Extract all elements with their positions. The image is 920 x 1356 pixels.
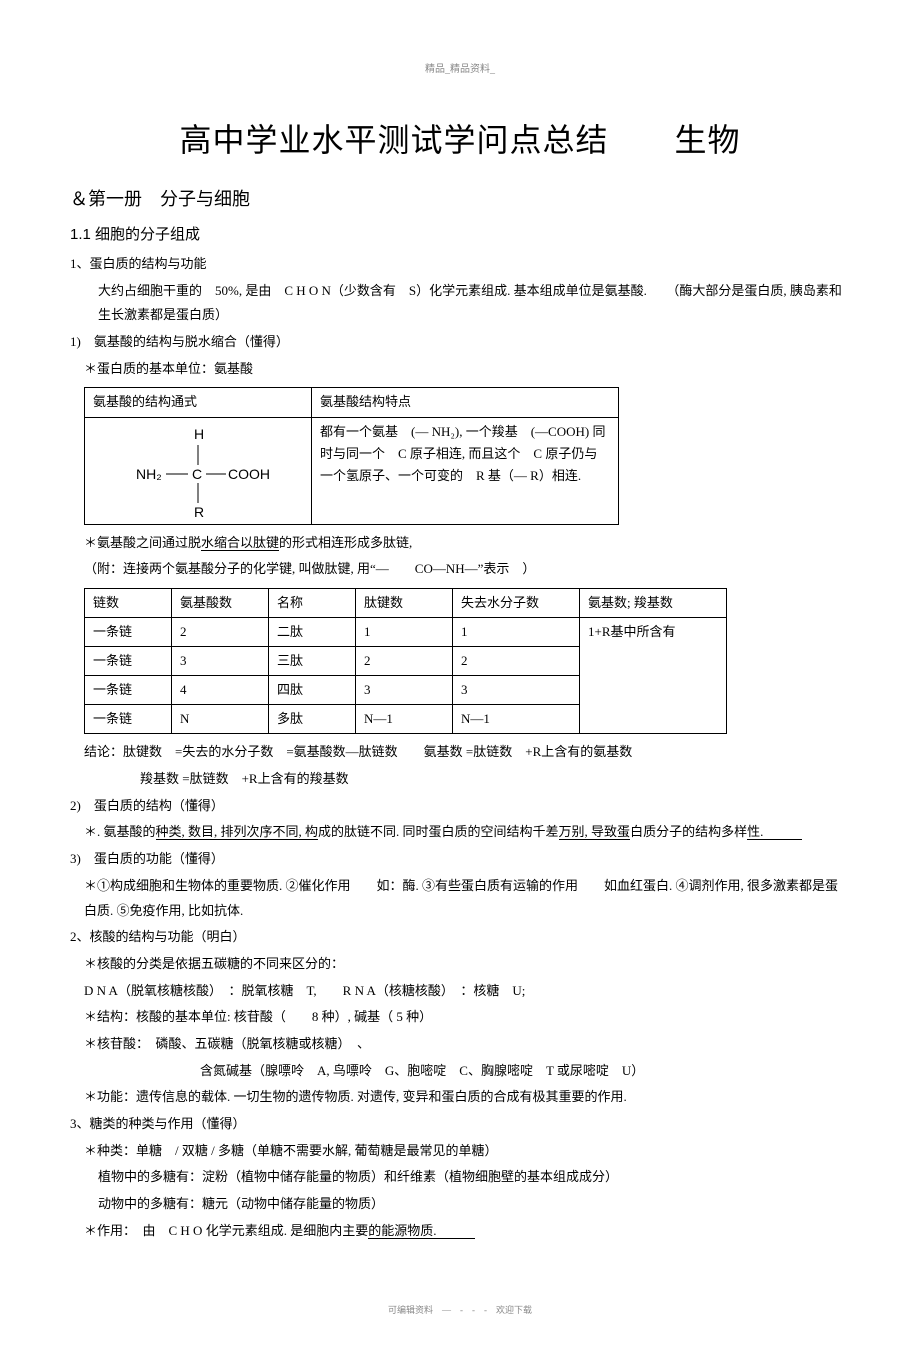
paragraph: ＊作用： 由 C H O 化学元素组成. 是细胞内主要的能源物质.: [70, 1219, 850, 1244]
paragraph: （附：连接两个氨基酸分子的化学键, 叫做肽键, 用“— CO—NH—”表示 ）: [70, 557, 850, 582]
table-cell: 一条链: [85, 647, 172, 676]
text: ＊. 氨基酸的: [84, 824, 156, 839]
page-title: 高中学业水平测试学问点总结 生物: [70, 115, 850, 161]
page-header-small: 精品_精品资料_: [70, 60, 850, 75]
table-cell: 都有一个氨基 (— NH₂), 一个羧基 (—COOH) 同时与同一个 C 原子…: [312, 417, 619, 524]
table-cell: 四肽: [269, 676, 356, 705]
svg-text:C: C: [192, 466, 202, 482]
table-cell: 一条链: [85, 618, 172, 647]
table-header-cell: 氨基数; 羧基数: [580, 588, 727, 617]
paragraph: 大约占细胞干重的 50%, 是由 C H O N（少数含有 S）化学元素组成. …: [70, 279, 850, 328]
paragraph: 结论：肽键数 =失去的水分子数 =氨基酸数—肽链数 氨基数 =肽链数 +R上含有…: [70, 740, 850, 765]
paragraph: ＊核苷酸： 磷酸、五碳糖（脱氧核糖或核糖） 、: [70, 1032, 850, 1057]
table-cell: N: [172, 705, 269, 734]
table-cell: 一条链: [85, 705, 172, 734]
paragraph: ＊. 氨基酸的种类, 数目, 排列次序不同, 构成的肽链不同. 同时蛋白质的空间…: [70, 820, 850, 845]
paragraph: 1、蛋白质的结构与功能: [70, 252, 850, 277]
paragraph: 植物中的多糖有：淀粉（植物中储存能量的物质）和纤维素（植物细胞壁的基本组成成分）: [70, 1165, 850, 1190]
table-cell: N—1: [356, 705, 453, 734]
table-header-cell: 失去水分子数: [453, 588, 580, 617]
table-header-cell: 氨基酸数: [172, 588, 269, 617]
paragraph: 3) 蛋白质的功能（懂得）: [70, 847, 850, 872]
table-cell: 2: [356, 647, 453, 676]
paragraph: 2、核酸的结构与功能（明白）: [70, 925, 850, 950]
table-cell: 1: [356, 618, 453, 647]
text: 的形式相连形成多肽链,: [279, 535, 412, 550]
section-heading-1: ＆第一册 分子与细胞: [70, 185, 850, 211]
paragraph: 3、糖类的种类与作用（懂得）: [70, 1112, 850, 1137]
underlined-text: 水缩合以肽键: [201, 535, 279, 551]
paragraph: ＊①构成细胞和生物体的重要物质. ②催化作用 如：酶. ③有些蛋白质有运输的作用…: [70, 874, 850, 923]
table-header-cell: 名称: [269, 588, 356, 617]
table-cell: 3: [356, 676, 453, 705]
table-cell: 1+R基中所含有: [580, 618, 727, 734]
section-heading-1-1: 1.1 细胞的分子组成: [70, 223, 850, 244]
amino-formula-cell: H NH₂ C COOH R: [85, 417, 312, 524]
paragraph: 2) 蛋白质的结构（懂得）: [70, 794, 850, 819]
svg-text:NH₂: NH₂: [136, 466, 162, 482]
text: ＊氨基酸之间通过脱: [84, 535, 201, 550]
table-cell: 多肽: [269, 705, 356, 734]
svg-text:R: R: [194, 504, 204, 520]
text: 成的肽链不同. 同时蛋白质的空间结构千差: [318, 824, 559, 839]
paragraph: 1) 氨基酸的结构与脱水缩合（懂得）: [70, 330, 850, 355]
underlined-text: 万别, 导致蛋: [559, 824, 631, 840]
table-cell: 3: [172, 647, 269, 676]
table-peptide: 链数 氨基酸数 名称 肽键数 失去水分子数 氨基数; 羧基数 一条链 2 二肽 …: [84, 588, 727, 734]
underlined-text: 种类, 数目, 排列次序不同, 构: [156, 824, 319, 840]
text: 白质分子的结构多样: [630, 824, 747, 839]
table-cell: 1: [453, 618, 580, 647]
table-cell: 三肽: [269, 647, 356, 676]
paragraph: 含氮碱基（腺嘌呤 A, 鸟嘌呤 G、胞嘧啶 C、胸腺嘧啶 T 或尿嘧啶 U）: [70, 1059, 850, 1084]
table-cell: 2: [453, 647, 580, 676]
paragraph: ＊蛋白质的基本单位：氨基酸: [70, 357, 850, 382]
paragraph: ＊种类：单糖 / 双糖 / 多糖（单糖不需要水解, 葡萄糖是最常见的单糖）: [70, 1139, 850, 1164]
table-cell: 4: [172, 676, 269, 705]
table-cell: 二肽: [269, 618, 356, 647]
table-cell: N—1: [453, 705, 580, 734]
svg-text:COOH: COOH: [228, 466, 270, 482]
paragraph: ＊核酸的分类是依据五碳糖的不同来区分的：: [70, 952, 850, 977]
table-header-cell: 氨基酸的结构通式: [85, 388, 312, 417]
amino-acid-structure-diagram: H NH₂ C COOH R: [118, 421, 278, 521]
table-header-cell: 氨基酸结构特点: [312, 388, 619, 417]
table-amino-acid: 氨基酸的结构通式 氨基酸结构特点 H NH₂ C COOH R 都有一个氨基 (…: [84, 387, 619, 524]
table-cell: 2: [172, 618, 269, 647]
underlined-text: 的能源物质.: [368, 1223, 475, 1239]
table-header-cell: 肽键数: [356, 588, 453, 617]
paragraph: 动物中的多糖有：糖元（动物中储存能量的物质）: [70, 1192, 850, 1217]
paragraph: 羧基数 =肽链数 +R上含有的羧基数: [70, 767, 850, 792]
paragraph: ＊功能：遗传信息的载体. 一切生物的遗传物质. 对遗传, 变异和蛋白质的合成有极…: [70, 1085, 850, 1110]
page-footer: 可编辑资料 — - - - 欢迎下载: [70, 1303, 850, 1316]
svg-text:H: H: [194, 426, 204, 442]
paragraph: D N A（脱氧核糖核酸） ：脱氧核糖 T, R N A（核糖核酸） ：核糖 U…: [70, 979, 850, 1004]
underlined-text: 性.: [747, 824, 802, 840]
text: ＊作用： 由 C H O 化学元素组成. 是细胞内主要: [84, 1223, 368, 1238]
table-cell: 一条链: [85, 676, 172, 705]
table-cell: 3: [453, 676, 580, 705]
paragraph: ＊氨基酸之间通过脱水缩合以肽键的形式相连形成多肽链,: [70, 531, 850, 556]
table-header-cell: 链数: [85, 588, 172, 617]
paragraph: ＊结构：核酸的基本单位: 核苷酸（ 8 种）, 碱基（ 5 种）: [70, 1005, 850, 1030]
